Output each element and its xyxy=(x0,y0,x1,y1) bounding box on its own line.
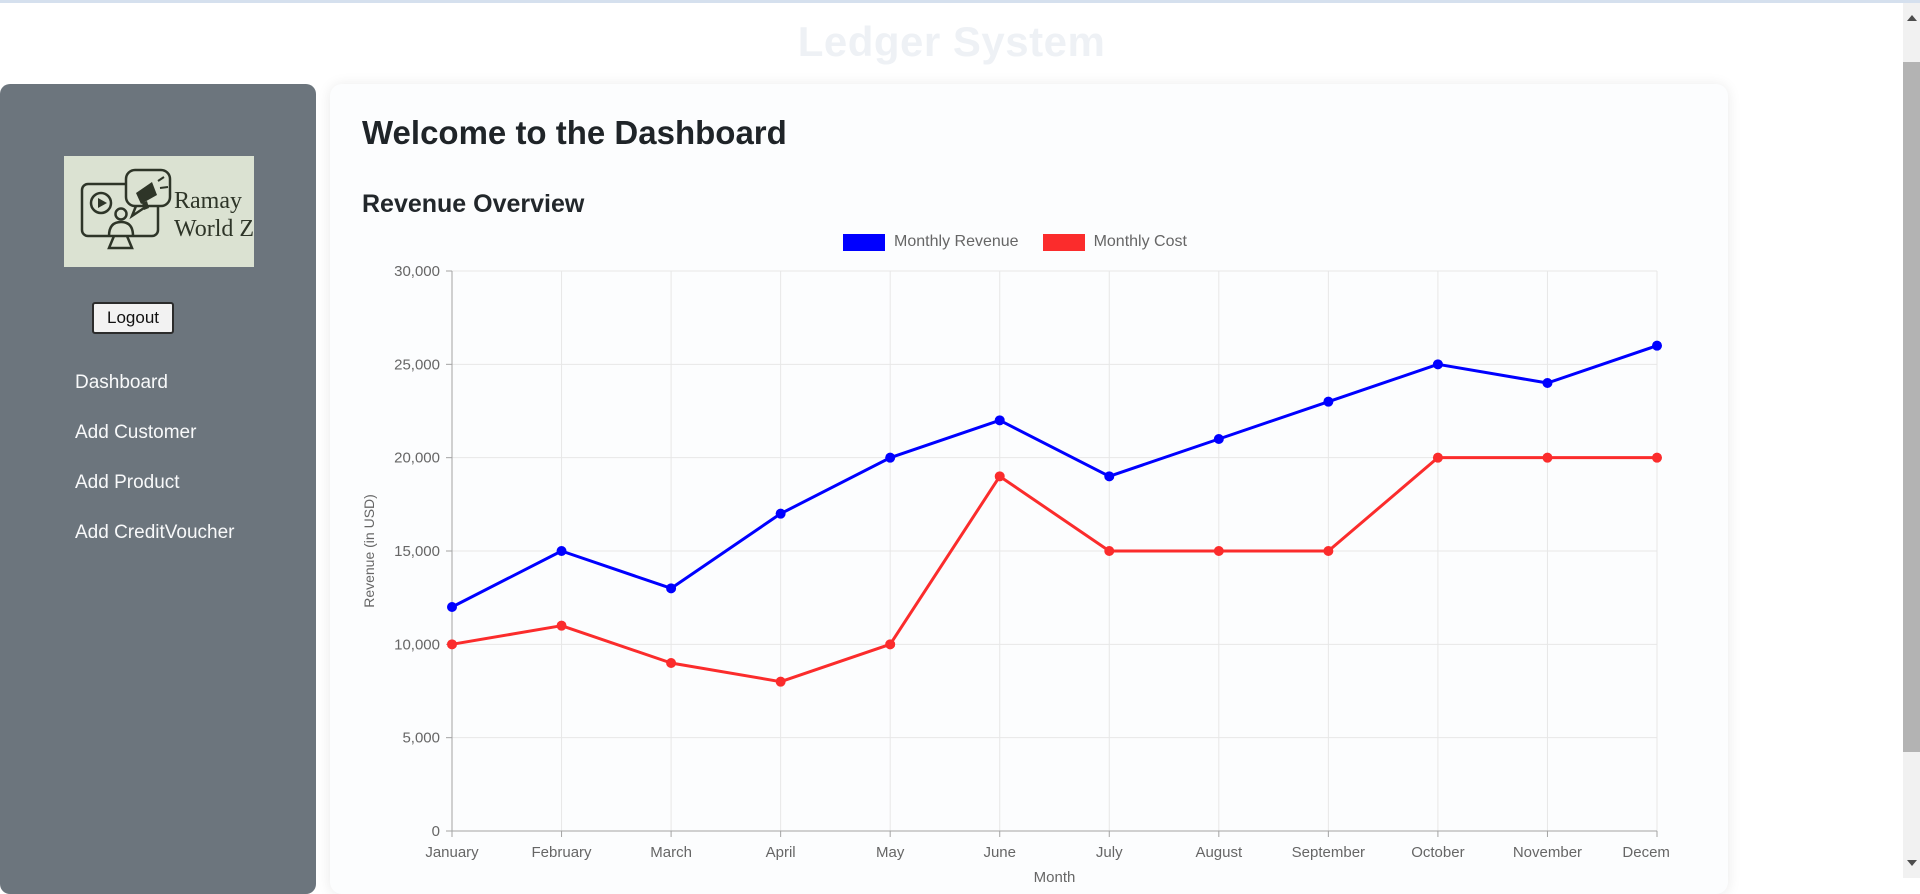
data-point-1-5[interactable] xyxy=(994,471,1005,482)
sidebar-item-add-product[interactable]: Add Product xyxy=(75,472,180,493)
logo-image: Ramay World Zone xyxy=(64,156,254,267)
data-point-0-8[interactable] xyxy=(1323,396,1334,407)
data-point-0-3[interactable] xyxy=(775,508,786,519)
series-line-0 xyxy=(451,344,1658,609)
data-point-1-8[interactable] xyxy=(1323,546,1334,556)
data-point-0-9[interactable] xyxy=(1432,359,1443,370)
dashboard-card: Welcome to the Dashboard Revenue Overvie… xyxy=(330,84,1728,894)
sidebar-item-dashboard[interactable]: Dashboard xyxy=(75,372,168,393)
legend-label-cost: Monthly Cost xyxy=(1093,233,1187,250)
data-point-1-3[interactable] xyxy=(775,676,786,687)
data-point-1-2[interactable] xyxy=(666,658,677,668)
company-logo: Ramay World Zone xyxy=(64,156,254,267)
data-point-0-4[interactable] xyxy=(885,452,896,463)
section-title: Revenue Overview xyxy=(362,190,585,218)
x-tick-label: August xyxy=(1195,844,1243,861)
monitor-stand xyxy=(107,235,134,250)
data-point-1-11[interactable] xyxy=(1652,452,1662,463)
sidebar-nav: Dashboard Add Customer Add Product Add C… xyxy=(75,372,235,572)
y-tick-label: 5,000 xyxy=(402,730,440,747)
x-tick-label: April xyxy=(766,844,796,861)
scroll-down-button[interactable] xyxy=(1903,848,1920,878)
y-tick-label: 30,000 xyxy=(394,263,440,280)
y-axis-title: Revenue (in USD) xyxy=(361,494,377,608)
y-tick-label: 25,000 xyxy=(394,356,440,373)
x-tick-label: March xyxy=(650,844,692,861)
monitor-icon xyxy=(80,182,160,238)
chart-legend: Monthly Revenue Monthly Cost xyxy=(360,233,1670,251)
x-tick-label: November xyxy=(1513,844,1582,861)
data-point-1-0[interactable] xyxy=(447,639,457,650)
data-point-0-2[interactable] xyxy=(666,583,677,594)
sidebar-item-add-customer[interactable]: Add Customer xyxy=(75,422,197,443)
data-point-0-11[interactable] xyxy=(1652,340,1662,351)
y-tick-label: 20,000 xyxy=(394,450,440,467)
play-button-icon xyxy=(89,191,113,215)
logout-button[interactable]: Logout xyxy=(92,302,174,334)
legend-item-monthly-cost[interactable]: Monthly Cost xyxy=(1042,233,1187,251)
data-point-1-10[interactable] xyxy=(1542,452,1553,463)
page-title: Welcome to the Dashboard xyxy=(362,114,787,151)
scroll-up-button[interactable] xyxy=(1903,3,1920,33)
data-point-0-0[interactable] xyxy=(447,602,457,612)
data-point-1-9[interactable] xyxy=(1432,452,1443,463)
legend-color-box-cost xyxy=(1042,233,1085,251)
page-header: Ledger System xyxy=(0,0,1903,84)
logo-text-line1: Ramay xyxy=(174,188,242,214)
x-tick-label: May xyxy=(876,844,905,861)
revenue-line-chart[interactable]: 0 5,000 10,000 15,000 20,000 25,000 30,000 Janu… xyxy=(360,225,1670,884)
x-tick-label: July xyxy=(1096,844,1123,861)
x-tick-label: October xyxy=(1411,844,1464,861)
x-tick-label: June xyxy=(983,844,1016,861)
sidebar-item-add-creditvoucher[interactable]: Add CreditVoucher xyxy=(75,522,235,543)
data-point-0-6[interactable] xyxy=(1104,471,1115,482)
data-point-1-1[interactable] xyxy=(556,620,567,631)
y-tick-label: 10,000 xyxy=(394,636,440,653)
y-tick-label: 15,000 xyxy=(394,543,440,560)
data-point-1-6[interactable] xyxy=(1104,546,1115,556)
legend-item-monthly-revenue[interactable]: Monthly Revenue xyxy=(843,233,1019,251)
x-tick-label: February xyxy=(532,844,593,861)
x-tick-label: December xyxy=(1622,844,1670,861)
y-tick-label: 0 xyxy=(432,823,440,840)
scrollbar-thumb[interactable] xyxy=(1903,62,1920,752)
x-tick-label: January xyxy=(425,844,479,861)
app-title: Ledger System xyxy=(797,18,1106,65)
x-axis-title: Month xyxy=(1034,869,1076,884)
arrow-down-icon xyxy=(1906,860,1917,866)
legend-color-box-revenue xyxy=(843,233,886,251)
legend-label-revenue: Monthly Revenue xyxy=(894,233,1019,250)
data-point-1-4[interactable] xyxy=(885,639,896,650)
data-point-1-7[interactable] xyxy=(1213,546,1224,556)
browser-top-edge xyxy=(0,0,1920,3)
series-line-1 xyxy=(451,456,1657,684)
data-point-0-7[interactable] xyxy=(1213,434,1224,444)
x-tick-label: September xyxy=(1292,844,1365,861)
sidebar: Ramay World Zone Logout Dashboard Add Cu… xyxy=(0,84,316,894)
person-icon xyxy=(114,207,128,221)
data-point-0-1[interactable] xyxy=(556,546,567,556)
scrollbar[interactable] xyxy=(1903,0,1920,878)
data-point-0-10[interactable] xyxy=(1542,378,1553,388)
data-point-0-5[interactable] xyxy=(994,415,1005,426)
arrow-up-icon xyxy=(1906,15,1917,21)
megaphone-icon xyxy=(136,176,169,210)
logo-text-line2: World Zone xyxy=(174,216,254,242)
revenue-chart-container: Monthly Revenue Monthly Cost 0 5,000 10,00… xyxy=(360,225,1670,884)
